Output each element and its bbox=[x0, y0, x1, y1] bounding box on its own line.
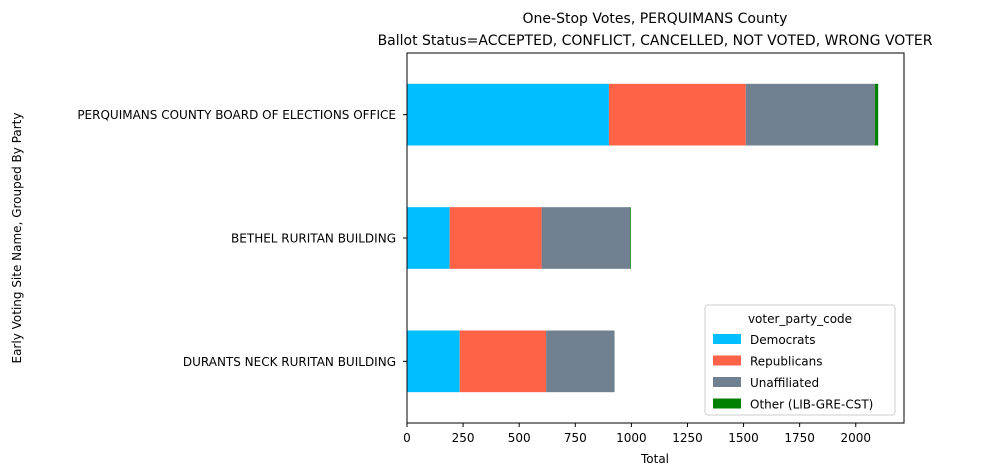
legend-label: Democrats bbox=[750, 333, 816, 347]
bar-unaffiliated-0 bbox=[745, 83, 875, 146]
x-tick-label: 250 bbox=[452, 431, 475, 445]
x-axis-label: Total bbox=[640, 452, 669, 466]
legend-box bbox=[704, 304, 896, 416]
legend: voter_party_code Democrats Republicans Unaf… bbox=[704, 304, 896, 416]
legend-label: Unaffiliated bbox=[750, 376, 819, 390]
chart-title: One-Stop Votes, PERQUIMANS County bbox=[523, 11, 788, 27]
legend-title: voter_party_code bbox=[748, 312, 852, 326]
x-tick-label: 0 bbox=[403, 431, 411, 445]
x-tick-label: 1000 bbox=[616, 431, 647, 445]
bars-layer bbox=[407, 83, 879, 393]
legend-swatch bbox=[713, 334, 741, 344]
bar-democrats-0 bbox=[407, 83, 609, 146]
y-axis-ticks: PERQUIMANS COUNTY BOARD OF ELECTIONS OFF… bbox=[77, 108, 407, 369]
x-tick-label: 500 bbox=[508, 431, 531, 445]
bar-democrats-1 bbox=[407, 207, 450, 269]
legend-swatch bbox=[713, 398, 741, 409]
x-axis-ticks: 0 250 500 750 1000 1250 1500 1750 2000 bbox=[403, 423, 871, 445]
y-tick-label: BETHEL RURITAN BUILDING bbox=[231, 232, 396, 246]
legend-swatch bbox=[713, 355, 741, 366]
y-tick-label: PERQUIMANS COUNTY BOARD OF ELECTIONS OFF… bbox=[77, 108, 396, 122]
y-axis-label: Early Voting Site Name, Grouped By Party bbox=[10, 113, 24, 364]
x-tick-label: 1500 bbox=[728, 431, 759, 445]
x-tick-label: 1250 bbox=[672, 431, 703, 445]
bar-unaffiliated-1 bbox=[541, 207, 631, 269]
bar-other-lib-gre-cst--1 bbox=[630, 207, 631, 269]
x-tick-label: 750 bbox=[564, 431, 587, 445]
legend-label: Republicans bbox=[750, 355, 823, 369]
chart-subtitle: Ballot Status=ACCEPTED, CONFLICT, CANCEL… bbox=[378, 33, 933, 49]
legend-label: Other (LIB-GRE-CST) bbox=[750, 398, 873, 412]
bar-other-lib-gre-cst--0 bbox=[874, 83, 879, 146]
bar-republicans-1 bbox=[449, 207, 542, 269]
y-tick-label: DURANTS NECK RURITAN BUILDING bbox=[183, 355, 396, 369]
x-tick-label: 1750 bbox=[784, 431, 815, 445]
plot-frame bbox=[406, 52, 905, 424]
legend-swatch bbox=[713, 377, 741, 387]
bar-unaffiliated-2 bbox=[546, 330, 615, 393]
x-tick-label: 2000 bbox=[840, 431, 871, 445]
bar-republicans-0 bbox=[608, 83, 746, 146]
bar-democrats-2 bbox=[407, 330, 460, 393]
bar-republicans-2 bbox=[459, 330, 547, 393]
